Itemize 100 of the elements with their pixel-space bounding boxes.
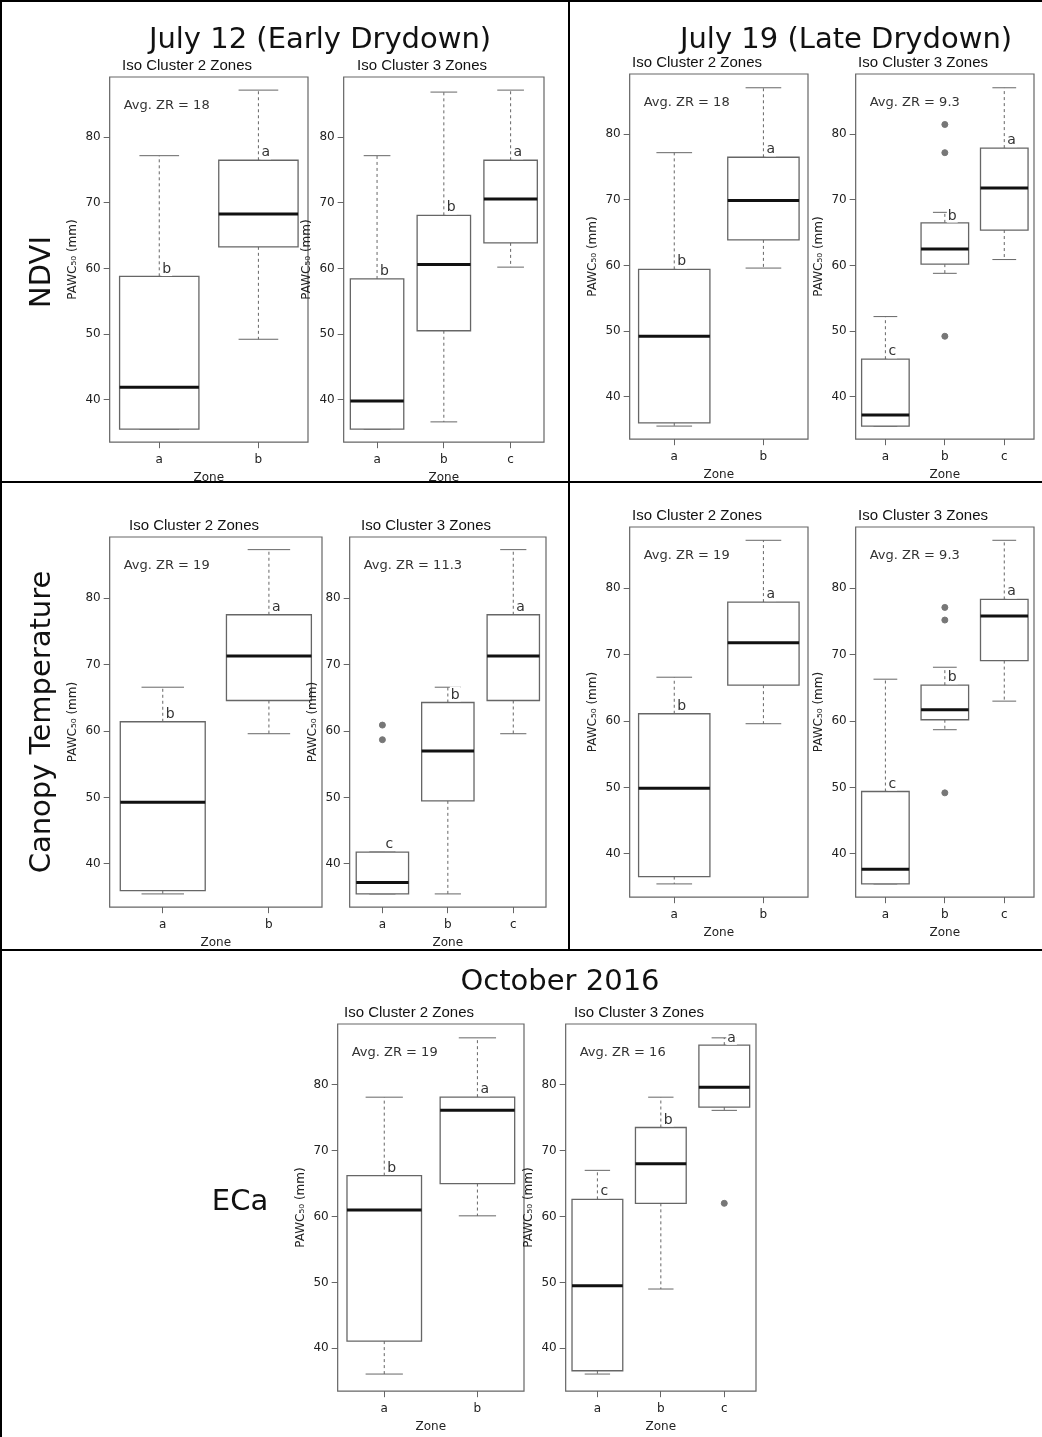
annotation: a [513, 143, 523, 160]
annotation: a [516, 597, 525, 614]
y-tick-label: 70 [313, 1142, 329, 1157]
y-axis-title: PAWC₅₀ (mm) [585, 216, 600, 297]
y-axis-title: PAWC₅₀ (mm) [293, 1167, 308, 1248]
y-tick-label: 60 [325, 723, 341, 738]
x-tick-label: a [378, 916, 387, 931]
y-tick-label: 80 [541, 1076, 557, 1091]
y-tick-label: 70 [325, 656, 341, 671]
y-tick-label: 40 [85, 856, 101, 871]
x-tick-label: b [440, 451, 448, 466]
annotation: c [888, 342, 897, 359]
y-tick-label: 50 [605, 779, 621, 794]
x-tick-label: a [881, 906, 890, 921]
y-axis-title: PAWC₅₀ (mm) [65, 681, 80, 763]
y-tick-label: 70 [85, 195, 101, 210]
text: July 19 (Late Drydown) [679, 21, 1013, 55]
y-axis-title: PAWC₅₀ (mm) [65, 219, 80, 300]
y-tick-label: 60 [85, 260, 101, 275]
text: NDVI [23, 236, 57, 308]
chart-title: Iso Cluster 3 Zones [857, 53, 989, 71]
chart-title: Iso Cluster 3 Zones [573, 1003, 705, 1021]
annotation: Avg. ZR = 9.3 [869, 546, 960, 562]
annotation: a [271, 597, 281, 614]
y-tick-label: 80 [313, 1076, 329, 1091]
x-axis-title: Zone [929, 466, 961, 481]
x-tick-label: a [670, 906, 678, 921]
x-axis-title: Zone [703, 924, 735, 939]
annotation: b [387, 1158, 397, 1175]
y-tick-label: 80 [85, 590, 101, 605]
x-tick-label: b [254, 451, 263, 466]
y-tick-label: 80 [85, 129, 101, 144]
chart-title: Iso Cluster 2 Zones [121, 56, 253, 74]
y-axis-title: PAWC₅₀ (mm) [299, 219, 314, 300]
annotation: a [766, 585, 776, 602]
annotation: Avg. ZR = 19 [123, 556, 210, 572]
x-tick-label: b [473, 1400, 482, 1415]
x-tick-label: b [759, 906, 768, 921]
y-tick-label: 50 [605, 323, 621, 338]
annotation: b [663, 1110, 673, 1127]
chart-title: Iso Cluster 2 Zones [343, 1003, 475, 1021]
y-tick-label: 50 [325, 789, 341, 804]
x-tick-label: a [155, 451, 163, 466]
annotation: Avg. ZR = 18 [123, 96, 210, 112]
y-tick-label: 50 [85, 326, 101, 341]
y-tick-label: 70 [831, 646, 847, 661]
y-tick-label: 40 [541, 1340, 557, 1355]
x-axis-title: Zone [428, 469, 460, 484]
x-tick-label: b [759, 448, 768, 463]
x-axis-title: Zone [415, 1418, 447, 1433]
text: ECa [211, 1183, 269, 1217]
y-tick-label: 70 [605, 646, 621, 661]
y-tick-label: 60 [541, 1208, 557, 1223]
y-tick-label: 80 [831, 580, 847, 595]
y-tick-label: 50 [831, 323, 847, 338]
x-axis-title: Zone [703, 466, 735, 481]
y-tick-label: 60 [319, 260, 335, 275]
annotation: Avg. ZR = 11.3 [363, 556, 463, 572]
y-tick-label: 50 [541, 1274, 557, 1289]
y-tick-label: 70 [541, 1142, 557, 1157]
x-axis-title: Zone [432, 934, 464, 949]
annotation: Avg. ZR = 18 [643, 93, 730, 109]
y-tick-label: 50 [85, 789, 101, 804]
annotation: b [162, 260, 172, 277]
y-tick-label: 60 [605, 713, 621, 728]
y-tick-label: 80 [831, 126, 847, 141]
x-tick-label: a [373, 451, 381, 466]
annotation: b [947, 206, 957, 223]
y-tick-label: 40 [605, 388, 621, 403]
y-tick-label: 40 [85, 391, 101, 406]
x-tick-label: a [159, 916, 167, 931]
y-axis-title: PAWC₅₀ (mm) [521, 1167, 536, 1248]
y-tick-label: 40 [313, 1340, 329, 1355]
y-tick-label: 70 [319, 195, 335, 210]
y-tick-label: 40 [605, 846, 621, 861]
annotation: b [450, 685, 460, 702]
annotation: a [1007, 582, 1016, 599]
chart-title: Iso Cluster 2 Zones [631, 53, 763, 71]
y-axis-title: PAWC₅₀ (mm) [305, 681, 320, 763]
text: July 12 (Early Drydown) [148, 21, 492, 55]
y-tick-label: 60 [831, 713, 847, 728]
annotation: a [727, 1028, 736, 1045]
annotation: b [677, 696, 687, 713]
chart-title: Iso Cluster 3 Zones [356, 56, 488, 74]
y-tick-label: 50 [313, 1274, 329, 1289]
chart-title: Iso Cluster 3 Zones [857, 506, 989, 524]
x-axis-title: Zone [200, 934, 232, 949]
y-tick-label: 40 [319, 391, 335, 406]
annotation: Avg. ZR = 16 [579, 1043, 666, 1059]
x-tick-label: b [265, 916, 273, 931]
chart-title: Iso Cluster 2 Zones [128, 516, 260, 534]
x-tick-label: a [593, 1400, 602, 1415]
x-tick-label: a [881, 448, 890, 463]
annotation: a [1007, 131, 1016, 148]
y-tick-label: 70 [831, 192, 847, 207]
x-tick-label: b [657, 1400, 665, 1415]
y-tick-label: 60 [605, 257, 621, 272]
y-tick-label: 80 [605, 580, 621, 595]
y-tick-label: 80 [319, 129, 335, 144]
annotation: c [385, 835, 394, 852]
